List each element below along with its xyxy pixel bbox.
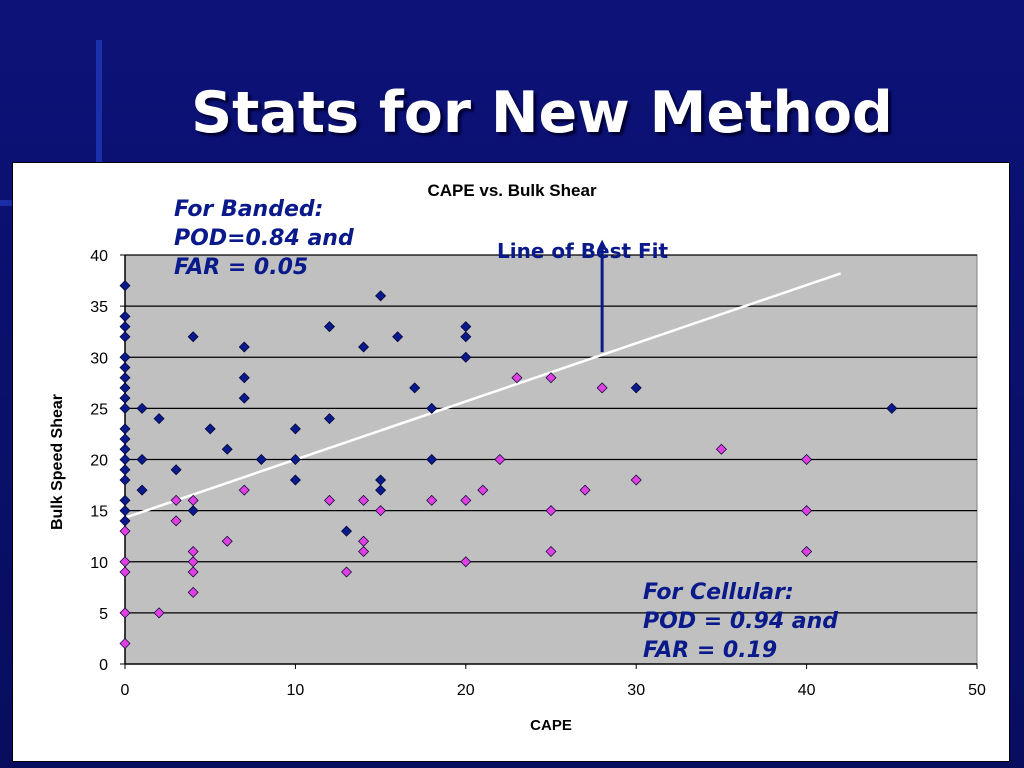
- data-point: [375, 290, 387, 302]
- data-point: [204, 423, 216, 435]
- data-point: [170, 464, 182, 476]
- data-point: [119, 638, 131, 650]
- data-point: [136, 402, 148, 414]
- data-point: [460, 331, 472, 343]
- data-point: [358, 494, 370, 506]
- data-point: [238, 392, 250, 404]
- data-point: [545, 546, 557, 558]
- data-point: [341, 566, 353, 578]
- data-point: [545, 372, 557, 384]
- data-point: [426, 454, 438, 465]
- data-point: [715, 443, 727, 455]
- best-fit-label: Line of Best Fit: [497, 239, 669, 263]
- data-point: [119, 525, 131, 537]
- y-tick-label: 25: [90, 401, 108, 418]
- y-tick-label: 10: [90, 555, 108, 572]
- data-point: [323, 494, 335, 506]
- banded-stats-note: For Banded: POD=0.84 and FAR = 0.05: [174, 197, 354, 280]
- x-tick-label: 0: [121, 682, 130, 699]
- y-tick-label: 35: [90, 299, 108, 316]
- data-point: [460, 351, 472, 363]
- data-point: [358, 546, 370, 558]
- data-point: [579, 484, 591, 496]
- data-point: [801, 546, 813, 558]
- data-point: [119, 402, 131, 414]
- data-point: [630, 382, 642, 394]
- y-axis-label: Bulk Speed Shear: [49, 394, 66, 530]
- data-point: [170, 515, 182, 527]
- data-point: [341, 525, 353, 537]
- data-point: [477, 484, 489, 496]
- y-tick-label: 30: [90, 350, 108, 367]
- data-point: [221, 443, 233, 455]
- data-point: [187, 331, 199, 343]
- data-point: [426, 494, 438, 506]
- cellular-stats-note: For Cellular: POD = 0.94 and FAR = 0.19: [643, 580, 839, 663]
- data-point: [136, 484, 148, 496]
- data-point: [460, 494, 472, 506]
- arrow-head: [597, 239, 608, 250]
- data-point: [119, 331, 131, 343]
- data-point: [187, 566, 199, 578]
- data-point: [801, 454, 813, 465]
- y-tick-label: 5: [99, 606, 108, 623]
- data-point: [323, 321, 335, 333]
- data-point: [221, 535, 233, 547]
- x-tick-label: 40: [798, 682, 816, 699]
- x-tick-label: 20: [457, 682, 475, 699]
- x-tick-label: 30: [627, 682, 645, 699]
- data-point: [494, 454, 506, 465]
- data-point: [886, 402, 898, 414]
- slide-title: Stats for New Method: [191, 80, 893, 146]
- data-point: [119, 607, 131, 619]
- data-point: [426, 402, 438, 414]
- data-point: [187, 586, 199, 598]
- data-point: [289, 474, 301, 486]
- data-point: [375, 505, 387, 517]
- data-point: [289, 423, 301, 435]
- data-point: [119, 280, 131, 292]
- data-point: [187, 505, 199, 517]
- data-point: [801, 505, 813, 517]
- trendline: [124, 272, 842, 519]
- data-point: [119, 474, 131, 486]
- data-point: [358, 341, 370, 353]
- data-point: [238, 341, 250, 353]
- y-tick-label: 40: [90, 248, 108, 265]
- y-tick-label: 20: [90, 453, 108, 470]
- x-tick-label: 10: [287, 682, 305, 699]
- data-point: [596, 382, 608, 394]
- data-point: [136, 454, 148, 465]
- data-point: [323, 413, 335, 425]
- data-point: [187, 494, 199, 506]
- data-point: [375, 484, 387, 496]
- data-point: [460, 556, 472, 568]
- data-point: [255, 454, 267, 465]
- x-tick-label: 50: [968, 682, 986, 699]
- chart-title: CAPE vs. Bulk Shear: [427, 181, 597, 200]
- y-tick-label: 0: [99, 657, 108, 674]
- data-point: [545, 505, 557, 517]
- y-tick-label: 15: [90, 504, 108, 521]
- data-point: [630, 474, 642, 486]
- data-point: [289, 454, 301, 465]
- data-point: [392, 331, 404, 343]
- data-point: [409, 382, 421, 394]
- data-point: [153, 607, 165, 619]
- data-point: [238, 372, 250, 384]
- data-point: [170, 494, 182, 506]
- x-axis-label: CAPE: [530, 717, 572, 734]
- data-point: [238, 484, 250, 496]
- data-point: [511, 372, 523, 384]
- data-point: [153, 413, 165, 425]
- data-point: [119, 566, 131, 578]
